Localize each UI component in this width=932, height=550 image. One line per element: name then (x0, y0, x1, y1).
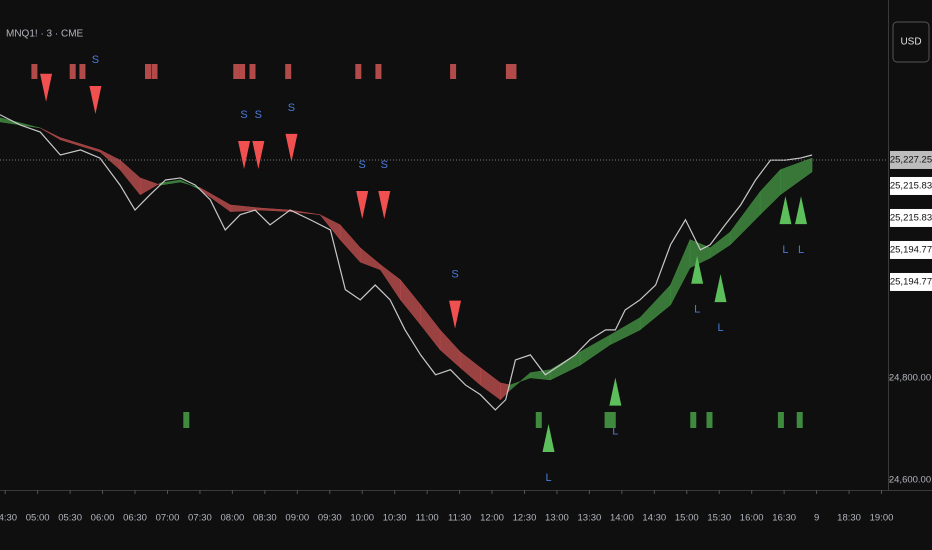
indicator-label: 25,215.83 (890, 180, 932, 191)
short-signal (356, 190, 369, 219)
x-tick-label: 16:30 (772, 513, 796, 524)
x-tick-label: 11:30 (448, 513, 471, 524)
top-marker (151, 64, 158, 79)
x-tick-label: 16:00 (740, 513, 764, 524)
long-signal-label: L (545, 472, 551, 484)
y-tick-label: 24,600.00 (889, 474, 931, 485)
y-tick-label: 24,800.00 (889, 372, 931, 383)
last-price-label: 25,227.25 (890, 154, 932, 165)
bottom-marker (796, 412, 803, 428)
indicator-label-box (890, 176, 932, 195)
long-signal (795, 196, 808, 225)
top-marker (145, 64, 151, 79)
x-tick-label: 12:00 (480, 513, 504, 524)
bottom-marker (690, 412, 697, 428)
last-price-box (890, 150, 932, 169)
indicator-label: 25,194.77 (890, 244, 932, 255)
indicator-label: 25,215.83 (890, 212, 932, 223)
long-signal-label: L (798, 244, 804, 256)
long-signal-label: L (612, 425, 618, 437)
short-signal-label: S (359, 159, 366, 171)
currency-label[interactable]: USD (900, 37, 921, 48)
x-tick-label: 10:00 (350, 513, 374, 524)
x-tick-label: 11:00 (416, 513, 439, 524)
x-tick-label: 15:00 (675, 513, 699, 524)
indicator-label: 25,194.77 (890, 276, 932, 287)
bottom-marker (604, 412, 611, 428)
short-signal (89, 85, 102, 114)
x-tick-label: 07:00 (156, 513, 180, 524)
x-tick-label: 13:00 (545, 513, 569, 524)
bottom-marker (777, 412, 784, 428)
long-signal (714, 274, 727, 303)
x-tick-label: 9 (814, 513, 819, 524)
top-marker (239, 64, 246, 79)
ribbon-segment (289, 209, 321, 215)
x-tick-label: 04:30 (0, 513, 17, 524)
x-tick-label: 09:00 (285, 513, 309, 524)
top-marker (450, 64, 457, 79)
short-signal (252, 141, 265, 170)
long-signal (691, 255, 704, 284)
long-signal (542, 423, 555, 452)
short-signal-label: S (240, 109, 247, 121)
x-tick-label: 18:30 (837, 513, 861, 524)
short-signal-label: S (381, 159, 388, 171)
top-marker (249, 64, 256, 79)
bottom-marker (706, 412, 713, 428)
long-signal (779, 196, 792, 225)
x-tick-label: 08:00 (220, 513, 244, 524)
top-marker (69, 64, 76, 79)
top-marker (79, 64, 86, 79)
top-marker (510, 64, 517, 79)
long-signal (609, 377, 622, 406)
x-tick-label: 10:30 (383, 513, 407, 524)
short-signal (285, 133, 298, 162)
indicator-label-box (890, 240, 932, 259)
long-signal-label: L (717, 322, 723, 334)
top-marker (355, 64, 362, 79)
price-line (0, 114, 813, 411)
x-tick-label: 14:30 (642, 513, 666, 524)
x-tick-label: 05:30 (58, 513, 82, 524)
indicator-label-box (890, 272, 932, 291)
x-tick-label: 13:30 (578, 513, 602, 524)
bottom-marker (609, 412, 616, 428)
x-tick-label: 06:00 (91, 513, 115, 524)
short-signal (378, 190, 391, 219)
x-tick-label: 09:30 (318, 513, 342, 524)
ribbon-segment (779, 157, 813, 196)
x-tick-label: 14:00 (610, 513, 634, 524)
short-signal-label: S (288, 102, 295, 114)
x-tick-label: 08:30 (253, 513, 277, 524)
short-signal (449, 300, 462, 329)
top-marker (285, 64, 292, 79)
currency-button[interactable] (892, 21, 930, 63)
x-tick-label: 12:30 (513, 513, 537, 524)
x-tick-label: 19:00 (870, 513, 894, 524)
top-marker (233, 64, 240, 79)
indicator-label-box (890, 208, 932, 227)
x-tick-label: 05:00 (26, 513, 50, 524)
short-signal-label: S (451, 269, 458, 281)
top-marker (375, 64, 382, 79)
top-marker (505, 64, 512, 79)
long-signal-label: L (782, 244, 788, 256)
short-signal (238, 141, 251, 170)
bottom-marker (535, 412, 542, 428)
top-marker (31, 64, 38, 79)
short-signal-label: S (255, 109, 262, 121)
short-signal (40, 73, 53, 102)
bottom-marker (183, 412, 190, 428)
long-signal-label: L (694, 304, 700, 316)
chart-title: MNQ1! · 3 · CME (6, 29, 84, 40)
short-signal-label: S (92, 54, 99, 66)
x-tick-label: 15:30 (707, 513, 731, 524)
x-tick-label: 06:30 (123, 513, 147, 524)
x-tick-label: 07:30 (188, 513, 212, 524)
